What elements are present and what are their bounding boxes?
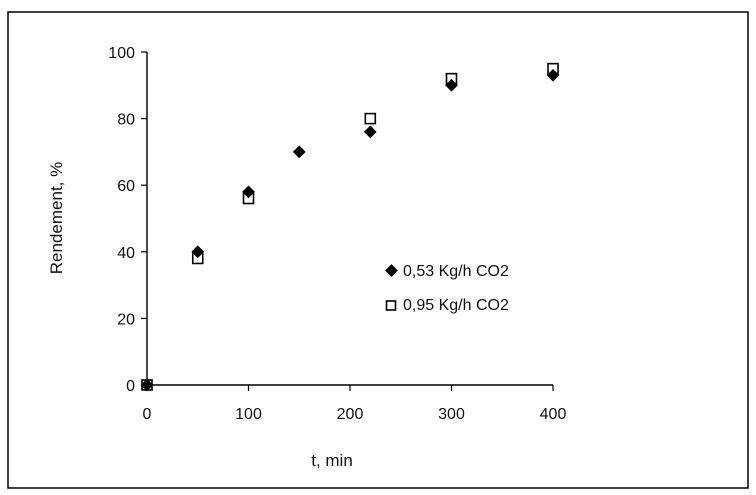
diamond-point (363, 125, 377, 139)
y-tick-label: 0 (126, 378, 135, 395)
legend-label-0: 0,53 Kg/h CO2 (403, 263, 509, 280)
legend-item-1: 0,95 Kg/h CO2 (385, 297, 509, 314)
diamond-point (242, 185, 255, 199)
legend-label-1: 0,95 Kg/h CO2 (403, 297, 509, 314)
diamond-point (140, 378, 154, 392)
diamond-point (445, 78, 458, 92)
y-tick-label: 20 (117, 311, 135, 328)
data-points (140, 62, 560, 392)
x-axis-title: t, min (311, 451, 353, 470)
chart-border (7, 11, 749, 489)
series-0 (140, 68, 560, 392)
square-point (547, 62, 559, 75)
diamond-point (292, 145, 306, 159)
ticks (141, 51, 554, 391)
series-1 (141, 62, 559, 391)
square-point (242, 192, 255, 205)
diamond-point (191, 245, 205, 259)
y-tick-label: 100 (108, 45, 135, 62)
x-tick-label: 200 (337, 406, 364, 423)
y-tick-label: 40 (117, 245, 135, 262)
square-point (364, 112, 377, 125)
y-tick-label: 60 (117, 178, 135, 195)
square-point (191, 252, 204, 265)
x-tick-label: 100 (235, 406, 262, 423)
tick-labels: 0 100 200 300 400 0 20 40 60 80 100 (108, 45, 566, 423)
x-tick-label: 0 (143, 406, 152, 423)
legend-marker-diamond (385, 264, 398, 277)
legend: 0,53 Kg/h CO2 0,95 Kg/h CO2 (385, 263, 509, 314)
y-tick-label: 80 (117, 112, 135, 129)
square-point (445, 72, 458, 85)
legend-marker-square (385, 300, 397, 311)
square-point (141, 379, 153, 391)
x-tick-label: 300 (438, 406, 465, 423)
legend-item-0: 0,53 Kg/h CO2 (385, 263, 509, 280)
x-tick-label: 400 (540, 406, 567, 423)
y-axis-title: Rendement, % (47, 162, 66, 274)
